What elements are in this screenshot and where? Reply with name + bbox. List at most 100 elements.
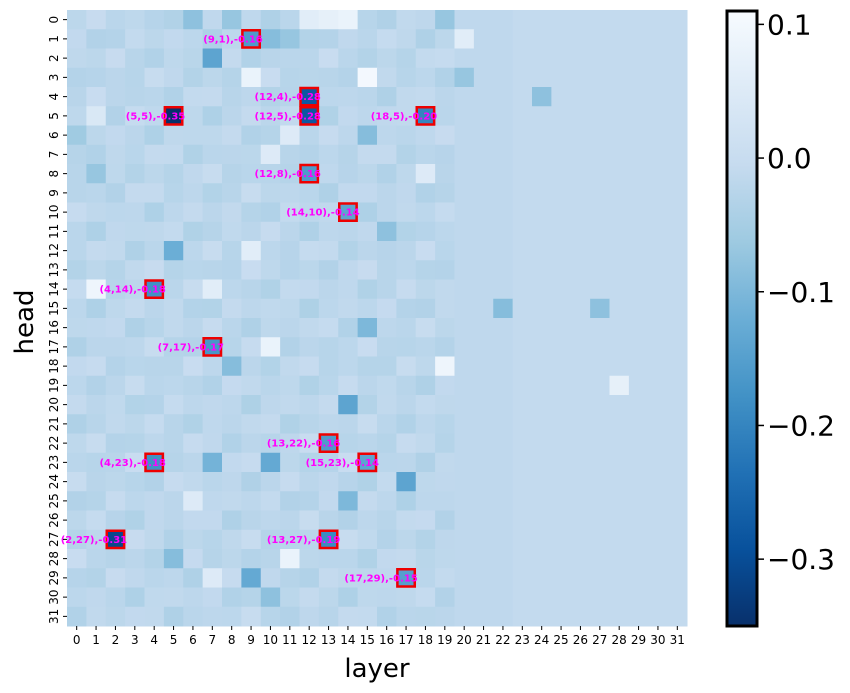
heatmap-cell [222,183,242,203]
heatmap-cell [86,260,107,280]
heatmap-cell [590,606,611,627]
heatmap-cell [125,67,146,88]
heatmap-cell [163,375,184,396]
heatmap-cell [648,144,669,165]
heatmap-cell [532,568,552,588]
heatmap-cell [648,183,669,203]
cell-annotation: (2,27),-0.31 [61,535,127,546]
heatmap-cell [183,298,204,319]
heatmap-cell [667,395,688,415]
heatmap-cell [105,106,126,126]
heatmap-cell [144,337,165,357]
heatmap-cell [357,568,378,588]
heatmap-cell [222,529,242,550]
heatmap-cell [222,414,242,434]
heatmap-cell [609,183,630,203]
heatmap-cell [144,106,165,126]
heatmap-cell [570,106,591,126]
heatmap-cell [357,587,378,608]
heatmap-cell [473,433,494,454]
heatmap-cell [609,318,630,338]
heatmap-cell [493,491,514,511]
heatmap-cell [241,491,262,511]
heatmap-cell [648,48,669,69]
heatmap-cell [105,491,126,511]
heatmap-cell [222,433,242,454]
heatmap-cell [396,318,417,338]
heatmap-cell [473,318,494,338]
heatmap-cell [299,29,320,49]
heatmap-cell [86,529,107,550]
heatmap-cell [590,337,611,357]
heatmap-cell [299,106,320,126]
heatmap-cell [299,414,320,434]
heatmap-cell [473,106,494,126]
heatmap-cell [590,67,611,88]
heatmap-cell [318,452,339,473]
heatmap-cell [551,48,572,69]
heatmap-cell [667,144,688,165]
heatmap-cell [648,587,669,608]
heatmap-cell [241,529,262,550]
y-tick-label: 11 [47,224,61,239]
heatmap-cell [183,356,204,377]
heatmap-cell [473,568,494,588]
heatmap-cell [338,510,359,531]
heatmap-cell [338,29,359,49]
heatmap-cell [260,606,281,627]
heatmap-cell [280,433,301,454]
heatmap-cell [512,241,533,261]
heatmap-cell [144,202,165,223]
heatmap-cell [299,587,320,608]
heatmap-cell [512,298,533,319]
heatmap-cell [532,529,552,550]
heatmap-cell [338,414,359,434]
heatmap-cell [318,241,339,261]
heatmap-cell [260,318,281,338]
x-tick-label: 8 [228,633,236,647]
heatmap-cell [512,414,533,434]
heatmap-cell [125,183,146,203]
heatmap-cell [667,606,688,627]
heatmap-cell [532,164,552,184]
heatmap-cell [493,260,514,280]
heatmap-cell [609,549,630,569]
heatmap-cell [357,10,378,30]
heatmap-cell [280,529,301,550]
heatmap-cell [241,106,262,126]
highlight-box [144,279,165,299]
heatmap-cell [435,414,456,434]
heatmap-cell [280,510,301,531]
heatmap-cell [648,298,669,319]
heatmap-cell [183,279,204,300]
heatmap-cell [202,433,223,454]
heatmap-cell [125,472,146,492]
heatmap-cell [86,241,107,261]
heatmap-cell [86,472,107,492]
heatmap-cell [590,414,611,434]
heatmap-cell [454,29,475,49]
heatmap-cell [260,414,281,434]
heatmap-cell [435,472,456,492]
heatmap-cell [338,472,359,492]
x-tick-label: 30 [650,633,665,647]
heatmap-cell [551,491,572,511]
heatmap-cell [667,356,688,377]
heatmap-cell [512,356,533,377]
heatmap-cell [183,164,204,184]
heatmap-cell [125,221,146,242]
heatmap-cell [144,48,165,69]
heatmap-cell [396,221,417,242]
heatmap-cell [648,375,669,396]
heatmap-cell [377,510,397,531]
heatmap-cell [415,433,436,454]
heatmap-cell [396,10,417,30]
heatmap-cell [241,67,262,88]
heatmap-cell [318,414,339,434]
heatmap-cell [144,375,165,396]
heatmap-cell [86,221,107,242]
heatmap-cell [570,568,591,588]
heatmap-cell [318,529,339,550]
heatmap-cell [570,87,591,107]
heatmap-cell [105,549,126,569]
